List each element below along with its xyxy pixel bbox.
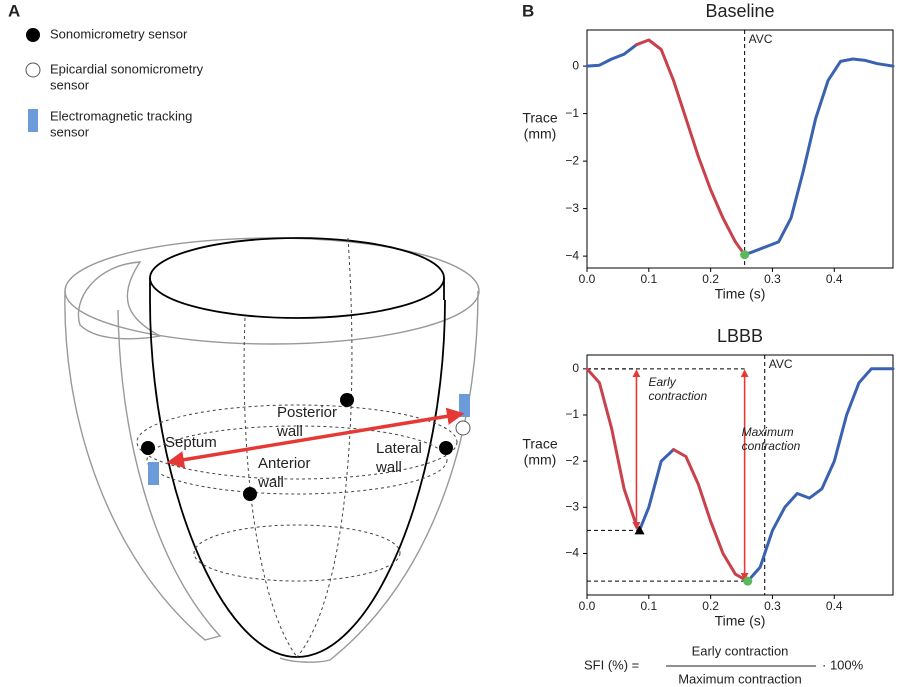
y-tick-label: −4 bbox=[565, 546, 579, 560]
y-tick-label: −3 bbox=[565, 201, 579, 215]
annotation: contraction bbox=[648, 389, 707, 403]
marker bbox=[634, 525, 645, 535]
em-sensor bbox=[459, 394, 470, 417]
avc-label: AVC bbox=[769, 357, 793, 371]
plot-frame bbox=[586, 29, 894, 269]
y-tick-label: 0 bbox=[572, 58, 579, 72]
wall-label: wall bbox=[276, 423, 303, 440]
wall-label: Septum bbox=[165, 434, 217, 451]
legend-dot bbox=[26, 28, 40, 42]
annotation: Early bbox=[648, 375, 676, 389]
x-tick-label: 0.1 bbox=[640, 272, 657, 286]
trace-line bbox=[585, 43, 895, 257]
y-tick-label: −2 bbox=[565, 153, 579, 167]
x-tick-label: 0.0 bbox=[579, 599, 596, 613]
legend-dot bbox=[25, 62, 41, 78]
x-tick-label: 0.1 bbox=[640, 599, 657, 613]
em-sensor bbox=[148, 462, 159, 485]
panel-label: A bbox=[8, 1, 20, 20]
formula: Maximum contraction bbox=[678, 671, 802, 686]
sensor bbox=[141, 441, 155, 455]
x-tick-label: 0.3 bbox=[764, 272, 781, 286]
y-axis-label: Trace bbox=[522, 110, 557, 126]
y-tick-label: −4 bbox=[565, 248, 579, 262]
legend-text: Electromagnetic tracking bbox=[50, 108, 192, 123]
wall-label: Anterior bbox=[258, 455, 311, 472]
epicardial-sensor bbox=[455, 420, 471, 436]
wall-label: wall bbox=[375, 459, 402, 476]
x-tick-label: 0.2 bbox=[702, 599, 719, 613]
annotation: contraction bbox=[742, 439, 801, 453]
legend-text: Epicardial sonomicrometry bbox=[50, 61, 204, 76]
trace-line bbox=[638, 367, 895, 583]
wall-label: Posterior bbox=[277, 404, 337, 421]
trace-line bbox=[635, 38, 747, 257]
y-axis-label: (mm) bbox=[524, 452, 557, 468]
chart-title: Baseline bbox=[705, 1, 774, 21]
panel-label: B bbox=[522, 1, 534, 20]
x-tick-label: 0.2 bbox=[702, 272, 719, 286]
annotation: Maximum bbox=[742, 425, 794, 439]
sensor bbox=[340, 393, 354, 407]
wall-label: wall bbox=[257, 474, 284, 491]
y-tick-label: −3 bbox=[565, 499, 579, 513]
formula: Early contraction bbox=[692, 643, 789, 658]
legend-text: sensor bbox=[50, 77, 90, 92]
y-tick-label: −1 bbox=[565, 106, 579, 120]
x-tick-label: 0.4 bbox=[826, 272, 843, 286]
y-tick-label: 0 bbox=[572, 361, 579, 375]
chart-title: LBBB bbox=[717, 326, 763, 346]
x-tick-label: 0.4 bbox=[826, 599, 843, 613]
formula: SFI (%) = bbox=[584, 657, 639, 672]
y-tick-label: −1 bbox=[565, 407, 579, 421]
avc-label: AVC bbox=[749, 32, 773, 46]
y-tick-label: −2 bbox=[565, 453, 579, 467]
marker bbox=[743, 576, 753, 586]
marker bbox=[740, 250, 750, 260]
x-tick-label: 0.3 bbox=[764, 599, 781, 613]
plot-frame bbox=[586, 354, 894, 596]
formula: · 100% bbox=[822, 657, 864, 672]
y-axis-label: Trace bbox=[522, 436, 557, 452]
y-axis-label: (mm) bbox=[524, 126, 557, 142]
wall-label: Lateral bbox=[376, 440, 422, 457]
distance-arrow bbox=[166, 407, 465, 469]
sensor bbox=[243, 487, 257, 501]
legend-rect bbox=[28, 109, 38, 132]
x-axis-label: Time (s) bbox=[715, 613, 766, 629]
legend-text: sensor bbox=[50, 124, 90, 139]
sensor bbox=[439, 441, 453, 455]
x-tick-label: 0.0 bbox=[579, 272, 596, 286]
trace-line bbox=[585, 367, 750, 583]
x-axis-label: Time (s) bbox=[715, 286, 766, 302]
legend-text: Sonomicrometry sensor bbox=[50, 26, 188, 41]
